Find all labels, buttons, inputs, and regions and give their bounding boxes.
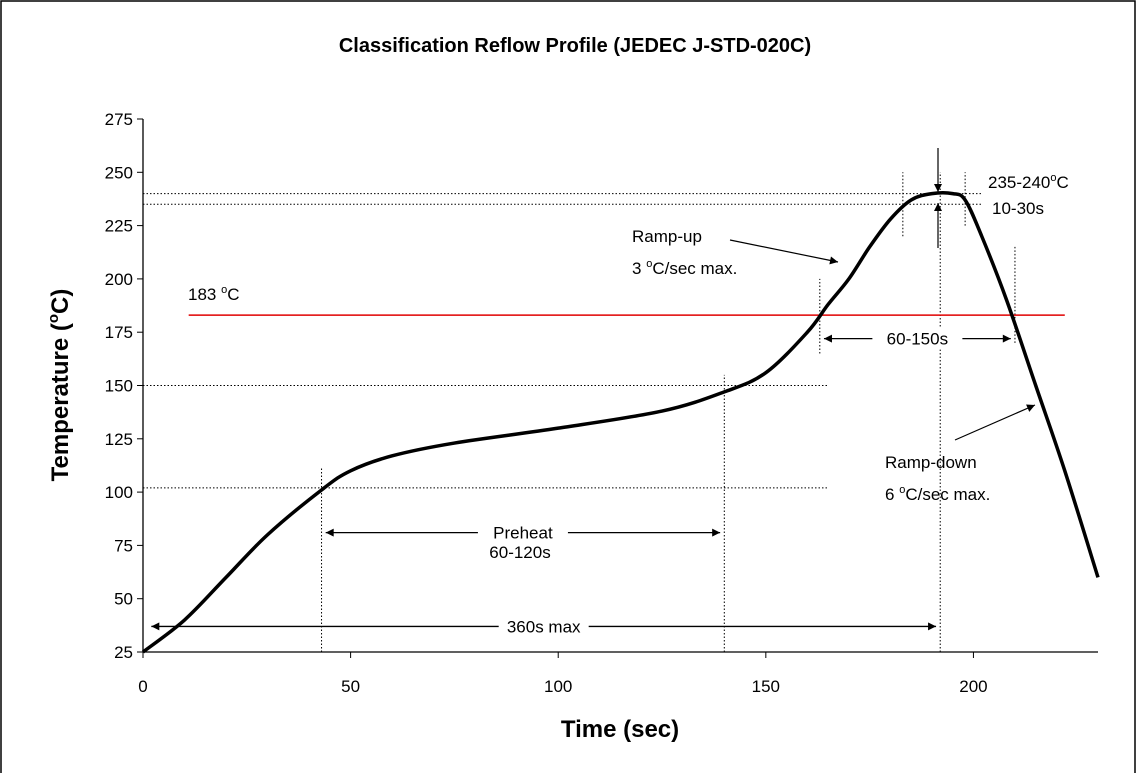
- ramp-up-label: Ramp-up: [632, 227, 702, 246]
- span-label-bg: [498, 615, 589, 638]
- x-tick-label: 150: [752, 677, 780, 696]
- y-tick-label: 225: [105, 217, 133, 236]
- y-tick-label: 175: [105, 323, 133, 342]
- span-label-bg: [872, 327, 963, 350]
- y-tick-label: 125: [105, 430, 133, 449]
- x-tick-label: 100: [544, 677, 572, 696]
- span-label: Preheat: [493, 524, 553, 543]
- span-label: 360s max: [507, 617, 581, 636]
- y-axis-label: Temperature (oC): [45, 289, 74, 482]
- chart-title: Classification Reflow Profile (JEDEC J-S…: [339, 35, 811, 57]
- y-tick-label: 275: [105, 110, 133, 129]
- span-label-bg: [477, 521, 568, 544]
- y-tick-label: 50: [114, 590, 133, 609]
- ramp-up-label: 3 oC/sec max.: [632, 258, 737, 278]
- y-tick-label: 200: [105, 270, 133, 289]
- y-tick-label: 150: [105, 377, 133, 396]
- ramp-down-label: Ramp-down: [885, 453, 977, 472]
- span-label: 60-150s: [887, 330, 948, 349]
- red-line-label: 183 oC: [188, 284, 240, 304]
- x-axis-label: Time (sec): [561, 716, 679, 743]
- x-tick-label: 50: [341, 677, 360, 696]
- preheat-time-label: 60-120s: [489, 543, 550, 562]
- y-tick-label: 75: [114, 536, 133, 555]
- y-tick-label: 100: [105, 483, 133, 502]
- pointer-arrow: [729, 239, 839, 265]
- y-tick-label: 250: [105, 163, 133, 182]
- profile-line: [141, 191, 1100, 654]
- pointer-arrow: [954, 404, 1036, 441]
- y-tick-label: 25: [114, 643, 133, 662]
- ramp-down-label: 6 oC/sec max.: [885, 484, 990, 504]
- x-tick-label: 0: [138, 677, 147, 696]
- peak-label: 235-240oC: [988, 172, 1069, 192]
- peak-label: 10-30s: [992, 199, 1044, 218]
- x-tick-label: 200: [959, 677, 987, 696]
